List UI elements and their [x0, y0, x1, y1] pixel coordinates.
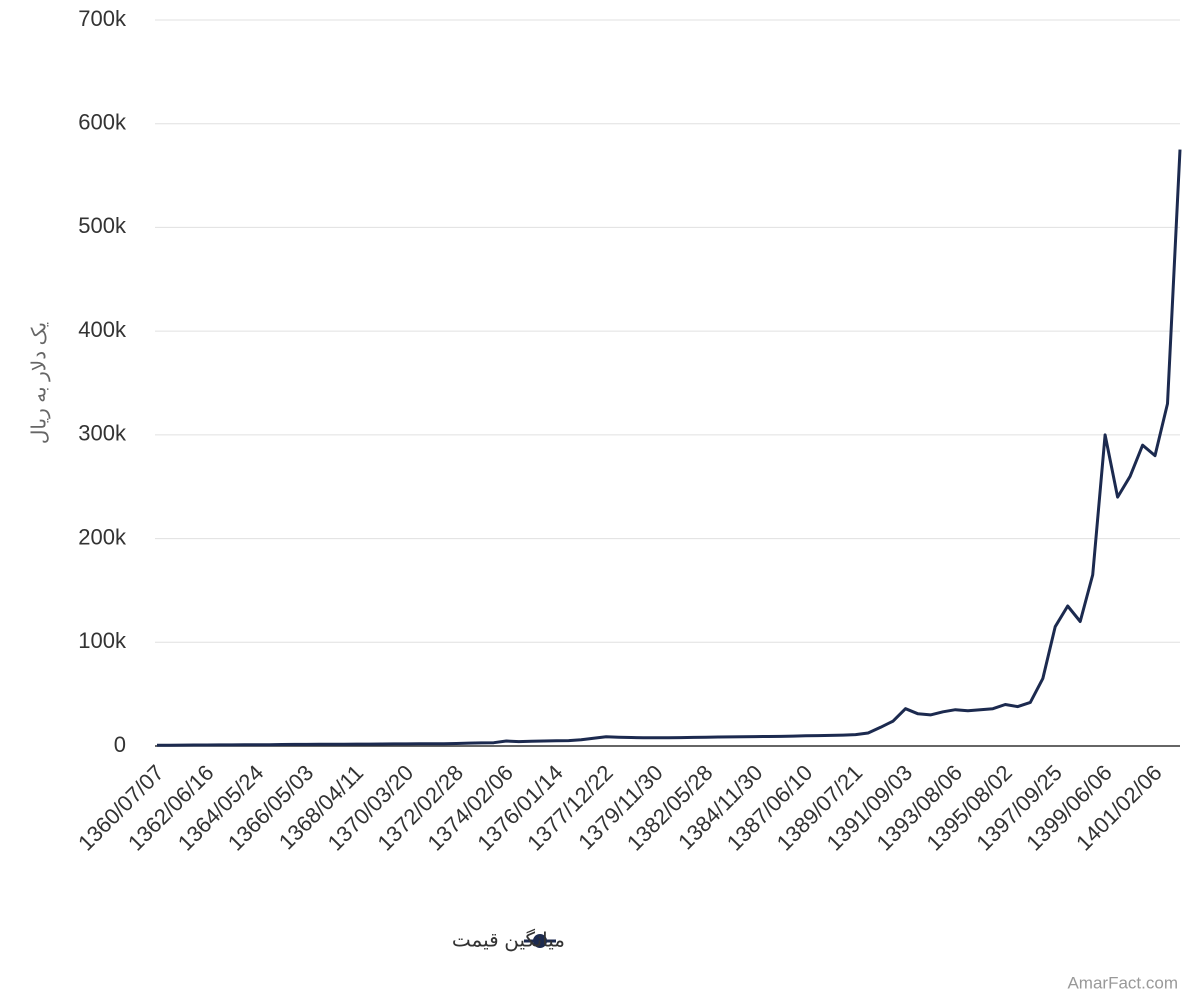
- y-tick-label: 600k: [78, 110, 127, 135]
- y-axis-title: یک دلار به ریال: [28, 322, 50, 444]
- y-tick-label: 0: [114, 732, 126, 757]
- y-tick-label: 300k: [78, 421, 127, 446]
- legend-label: میانگین قیمت: [452, 928, 565, 951]
- y-tick-label: 200k: [78, 524, 127, 549]
- credit: AmarFact.com: [1067, 973, 1178, 992]
- legend-marker: [533, 934, 547, 948]
- series-line: [156, 149, 1182, 747]
- y-tick-label: 500k: [78, 213, 127, 238]
- y-tick-label: 700k: [78, 6, 127, 31]
- legend-item[interactable]: میانگین قیمت: [452, 928, 565, 951]
- y-tick-label: 400k: [78, 317, 127, 342]
- y-tick-label: 100k: [78, 628, 127, 653]
